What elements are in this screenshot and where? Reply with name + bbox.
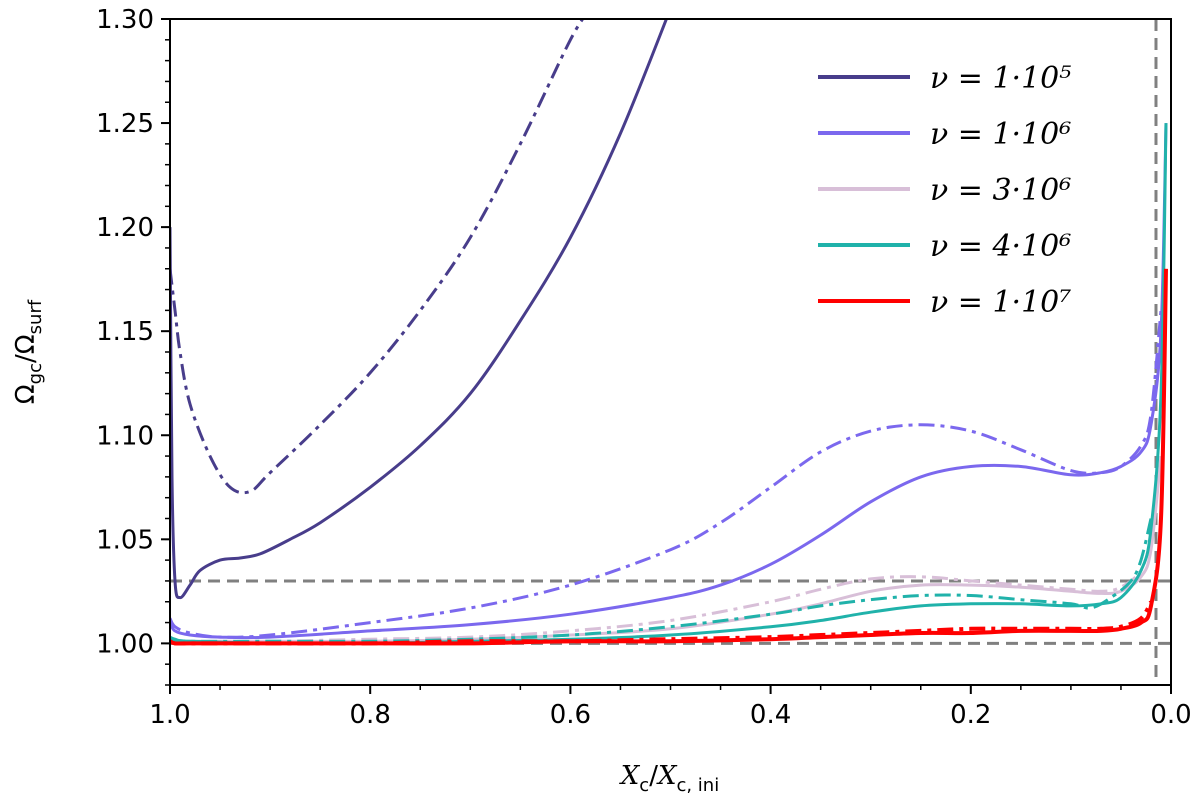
y-tick-label: 1.30 [96,5,154,35]
legend-label: ν = 1·10⁵ [930,61,1071,96]
x-axis: 1.0 0.8 0.6 0.4 0.2 0.0 [149,685,1192,730]
legend-label: ν = 3·10⁶ [930,173,1071,208]
series-line-0 [170,19,669,600]
svg-text:Ωgc/Ωsurf: Ωgc/Ωsurf [11,299,46,404]
y-tick-label: 1.00 [96,629,154,659]
y-axis-label: Ωgc/Ωsurf [11,299,46,404]
series-line-4 [170,455,1163,643]
x-tick-label: 0.8 [350,700,391,730]
series-line-2 [170,123,1168,640]
series-line-3 [170,310,1163,639]
series-layer [170,19,1168,646]
y-tick-label: 1.15 [96,317,154,347]
y-axis: 1.00 1.05 1.10 1.15 1.20 1.25 1.30 [96,5,170,686]
x-tick-label: 0.2 [950,700,991,730]
x-axis-label: Xc/Xc, ini [619,761,719,796]
x-tick-label: 1.0 [149,700,190,730]
series-line-7 [170,518,1153,643]
y-tick-label: 1.25 [96,109,154,139]
legend-label: ν = 1·10⁷ [930,285,1071,320]
legend-label: ν = 1·10⁶ [930,117,1071,152]
legend: ν = 1·10⁵ ν = 1·10⁶ ν = 3·10⁶ ν = 4·10⁶ ν = … [818,61,1071,320]
series-line-1 [170,19,585,495]
legend-label: ν = 4·10⁶ [930,229,1071,264]
y-tick-label: 1.05 [96,525,154,555]
plot-background [170,19,1171,685]
x-tick-label: 0.0 [1150,700,1191,730]
y-tick-label: 1.10 [96,421,154,451]
svg-text:Xc/Xc, ini: Xc/Xc, ini [619,761,719,796]
y-tick-label: 1.20 [96,213,154,243]
x-tick-label: 0.6 [550,700,591,730]
x-tick-label: 0.4 [750,700,791,730]
series-line-9 [170,600,1153,646]
